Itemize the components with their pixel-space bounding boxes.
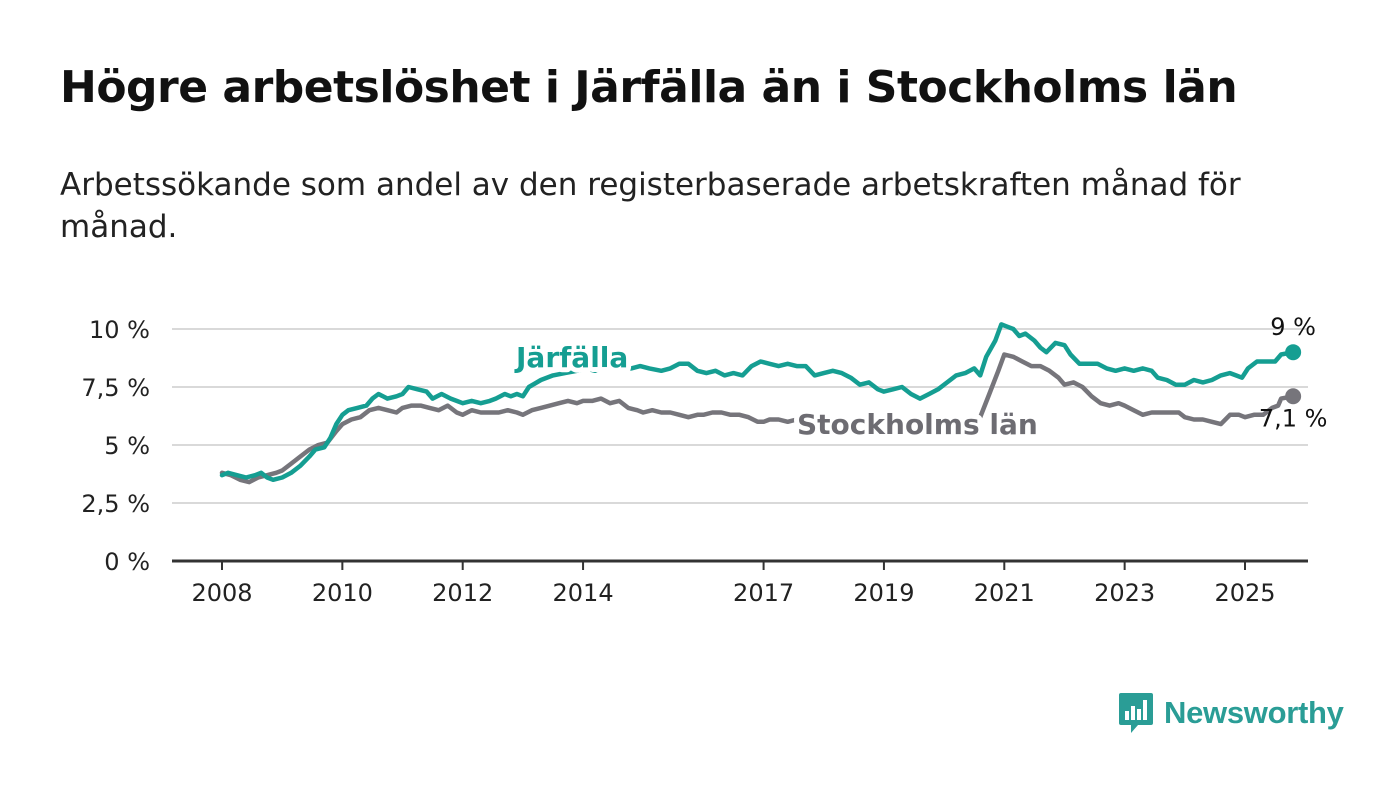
y-tick-label: 10 % [89,316,150,344]
series-label-stockholms-lan-halo: Stockholms län [797,408,1038,441]
end-label-stockholms-lan: 7,1 % [1259,404,1328,432]
x-tick-label: 2025 [1214,579,1275,607]
chart-title: Högre arbetslöshet i Järfälla än i Stock… [60,62,1238,113]
x-tick-label: 2023 [1094,579,1155,607]
series-line-jarfalla [219,322,1296,483]
brand-name: Newsworthy [1164,695,1344,730]
y-tick-label: 7,5 % [81,374,150,402]
series-line-stockholms-lan [219,352,1296,485]
series-label-stockholms-lan: Stockholms län [797,408,1038,441]
x-tick-label: 2008 [191,579,252,607]
y-tick-label: 5 % [104,432,150,460]
x-axis-ticks: 2008 2010 2012 2014 2017 2019 2021 2023 2025 [191,561,1276,607]
y-tick-label: 2,5 % [81,490,150,518]
newsworthy-logo: Newsworthy [1118,690,1344,736]
y-axis-ticks: 0 % 2,5 % 5 % 7,5 % 10 % [81,316,150,576]
gridlines [172,328,1308,563]
x-tick-label: 2010 [312,579,373,607]
series-label-jarfalla-halo: Järfälla [514,341,628,374]
series-end-point [1285,344,1302,361]
series-lines [219,322,1302,485]
x-tick-label: 2017 [733,579,794,607]
x-tick-label: 2019 [853,579,914,607]
x-tick-label: 2014 [553,579,614,607]
bar-chart-speech-bubble-icon [1119,693,1153,733]
x-tick-label: 2012 [432,579,493,607]
series-end-point [1285,388,1302,405]
x-tick-label: 2021 [974,579,1035,607]
chart-subtitle: Arbetssökande som andel av den registerb… [60,167,1241,245]
y-tick-label: 0 % [104,548,150,576]
series-label-jarfalla: Järfälla [514,341,628,374]
end-label-jarfalla: 9 % [1270,313,1316,341]
